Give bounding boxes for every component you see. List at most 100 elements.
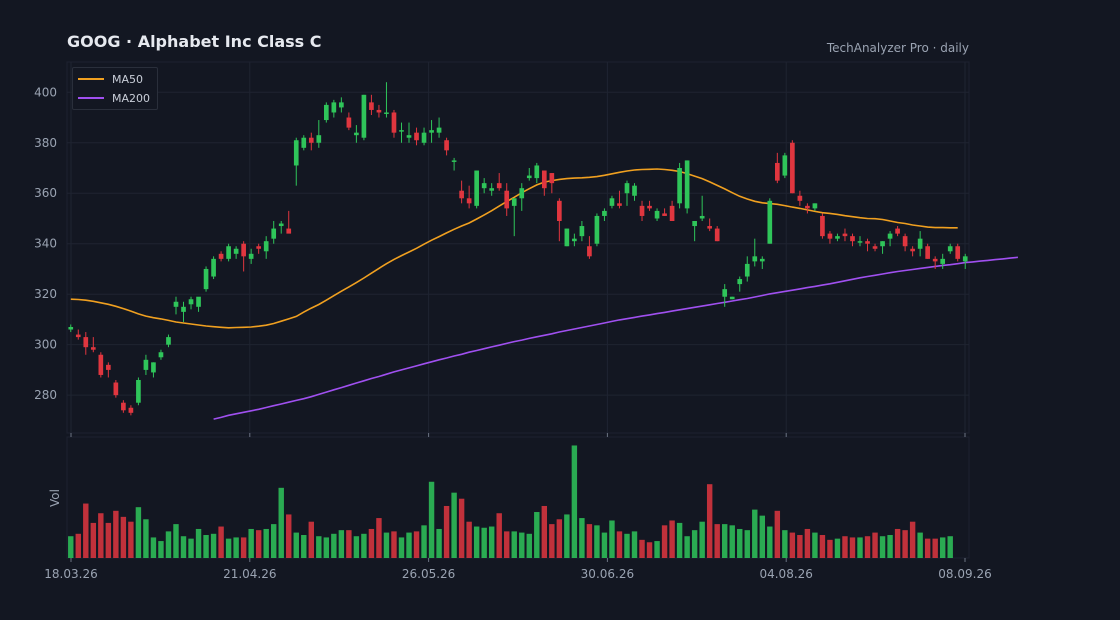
volume-bar xyxy=(173,524,179,558)
volume-bar xyxy=(113,510,119,558)
volume-bar xyxy=(150,537,157,558)
candle-body xyxy=(609,198,615,206)
volume-bar xyxy=(684,536,690,558)
ma50-swatch xyxy=(78,78,104,80)
candle-body xyxy=(594,215,600,244)
y-tick-label: 280 xyxy=(34,388,57,402)
volume-bar xyxy=(83,503,89,558)
candle-body xyxy=(136,380,141,403)
candle-body xyxy=(940,258,946,264)
volume-bar xyxy=(541,505,548,558)
candle-body xyxy=(444,140,449,151)
candle-body xyxy=(549,173,555,184)
volume-bar xyxy=(676,522,683,558)
volume-bar xyxy=(616,531,623,558)
candle-body xyxy=(647,205,652,209)
candle-body xyxy=(226,246,231,259)
candle-body xyxy=(541,170,547,189)
volume-bar xyxy=(218,526,224,558)
y-tick-label: 320 xyxy=(34,287,57,301)
candle-body xyxy=(83,337,89,348)
volume-bar xyxy=(804,528,811,558)
volume-bar xyxy=(924,538,931,558)
volume-bar xyxy=(225,538,232,558)
candle-body xyxy=(384,112,389,114)
candle-body xyxy=(369,102,374,110)
candle-body xyxy=(699,215,705,219)
candle-body xyxy=(196,296,201,307)
legend-item-ma50: MA50 xyxy=(78,71,143,87)
candle-body xyxy=(737,279,743,285)
candle-body xyxy=(684,160,690,209)
volume-bar xyxy=(857,537,863,558)
candle-body xyxy=(632,185,637,196)
volume-bar xyxy=(789,532,796,558)
volume-bar xyxy=(714,524,720,558)
candle-body xyxy=(271,228,277,239)
candle-body xyxy=(669,205,675,221)
candle-body xyxy=(489,188,495,191)
volume-bar xyxy=(601,532,608,558)
volume-bar xyxy=(737,528,743,558)
candle-body xyxy=(759,258,765,262)
volume-bar xyxy=(488,526,495,558)
volume-bar xyxy=(947,536,953,558)
candle-body xyxy=(782,155,788,176)
volume-bar xyxy=(691,530,698,558)
candle-body xyxy=(218,253,224,259)
candle-body xyxy=(752,256,758,262)
chart-title: GOOG · Alphabet Inc Class C xyxy=(67,32,322,51)
volume-bar xyxy=(699,521,705,558)
volume-bar xyxy=(346,530,352,558)
volume-bar xyxy=(233,537,239,558)
volume-bar xyxy=(406,532,412,558)
volume-bar xyxy=(782,530,788,558)
volume-bar xyxy=(301,535,307,558)
candle-body xyxy=(474,170,479,206)
candle-body xyxy=(519,188,525,199)
volume-bar xyxy=(661,525,668,558)
candle-body xyxy=(895,228,900,234)
volume-bar xyxy=(210,533,217,558)
candle-body xyxy=(744,263,750,277)
candle-body xyxy=(166,337,171,345)
volume-bar xyxy=(631,531,638,558)
volume-bar xyxy=(586,524,593,558)
candle-body xyxy=(496,183,502,189)
volume-bar xyxy=(504,531,510,558)
candle-body xyxy=(617,203,622,206)
price-panel-frame xyxy=(66,61,970,434)
volume-bar xyxy=(240,537,247,558)
volume-bar xyxy=(338,530,345,558)
candle-body xyxy=(436,127,442,133)
candle-body xyxy=(677,168,682,204)
volume-axis-label: Vol xyxy=(48,489,62,507)
candle-body xyxy=(774,162,780,181)
volume-bar xyxy=(549,524,555,558)
volume-bar xyxy=(594,525,600,558)
volume-bar xyxy=(195,528,202,558)
candle-body xyxy=(925,246,930,259)
volume-bar xyxy=(939,537,946,558)
volume-bar xyxy=(316,536,322,558)
volume-bar xyxy=(323,537,330,558)
volume-bar xyxy=(624,533,630,558)
candle-body xyxy=(790,142,795,194)
candle-body xyxy=(842,233,848,237)
volume-bar xyxy=(203,535,209,558)
candle-body xyxy=(564,228,570,247)
x-tick-label: 26.05.26 xyxy=(402,567,455,581)
candle-body xyxy=(203,268,209,290)
candle-body xyxy=(233,248,239,254)
candle-body xyxy=(391,112,397,133)
ma50-line xyxy=(70,168,958,329)
candle-body xyxy=(880,241,885,247)
candle-body xyxy=(293,140,299,166)
candle-body xyxy=(962,256,968,262)
volume-bar xyxy=(263,528,269,558)
volume-bar xyxy=(278,487,284,558)
candle-body xyxy=(211,258,216,277)
volume-bar xyxy=(421,525,427,558)
candle-body xyxy=(188,299,194,305)
